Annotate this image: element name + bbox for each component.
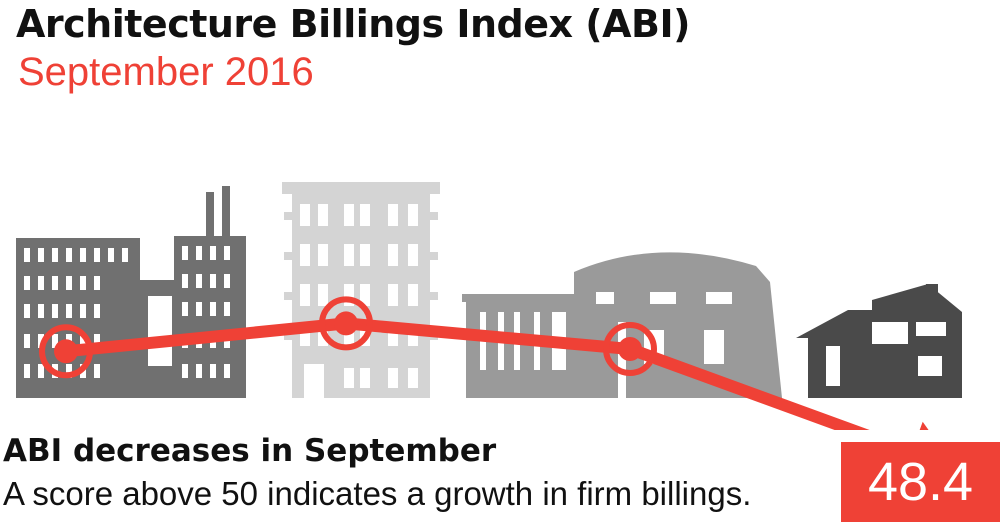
summary-description: A score above 50 indicates a growth in f… xyxy=(3,475,752,512)
abi-illustration xyxy=(16,182,962,430)
trend-arrowhead-icon xyxy=(919,421,929,430)
chart-subtitle: September 2016 xyxy=(18,50,314,94)
summary-headline: ABI decreases in September xyxy=(3,433,497,469)
trend-line xyxy=(39,296,929,430)
data-point-1 xyxy=(334,311,358,336)
data-point-0 xyxy=(54,339,78,364)
data-point-2 xyxy=(618,336,642,361)
score-value: 48.4 xyxy=(867,452,974,512)
apartment-building-icon xyxy=(282,182,440,398)
factory-building-icon xyxy=(16,186,246,398)
data-point-ring-1 xyxy=(319,296,373,351)
house-icon xyxy=(796,284,962,398)
data-point-ring-2 xyxy=(603,321,657,376)
score-badge: 48.4 xyxy=(841,442,1000,522)
chart-title: Architecture Billings Index (ABI) xyxy=(16,2,691,46)
data-point-ring-0 xyxy=(39,324,93,379)
trend-line-path xyxy=(60,317,870,430)
